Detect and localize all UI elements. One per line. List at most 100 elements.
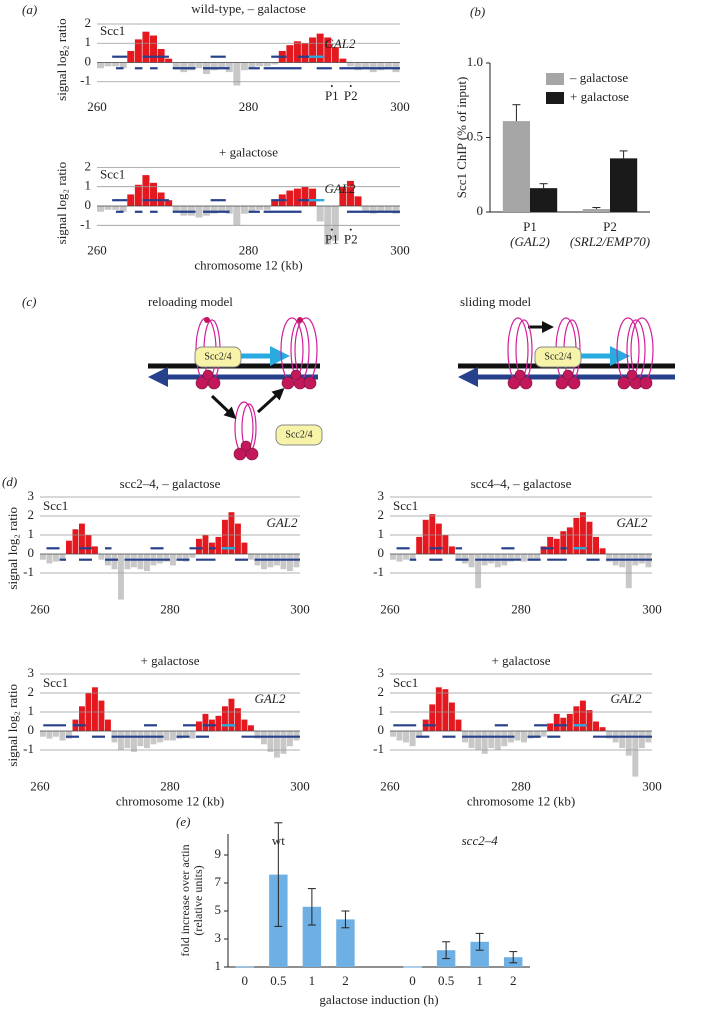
signal-bar [172,62,180,69]
signal-bar [619,731,626,749]
y-tick-label: -1 [80,216,91,231]
signal-bar [271,200,279,206]
model-title: reloading model [148,294,233,309]
y-tick-label: -1 [23,741,34,756]
y-tick-label: 1 [85,34,92,49]
signal-bar [384,205,392,212]
signal-bar [579,700,586,731]
y-axis-label: fold increase over actin [178,844,192,956]
signal-bar [632,731,639,777]
chart-title: wild-type, – galactose [191,1,306,16]
group-label: wt [272,833,285,848]
x-tick-label: 2 [510,973,517,988]
x-tick-label: 0.5 [438,973,454,988]
signal-bar [468,731,475,749]
signal-bar [228,698,235,731]
y-tick-label: 2 [28,507,35,522]
signal-bar [409,731,416,747]
signal-bar [189,554,196,558]
signal-bar [150,182,157,206]
signal-bar [593,721,599,731]
signal-bar [150,35,157,63]
signal-bar [225,205,233,214]
model-title: sliding model [460,294,532,309]
gene-label: GAL2 [616,515,648,530]
cohesin-hinge [297,317,303,323]
loader [194,346,242,368]
signal-bar [286,45,294,63]
marker-label: P2 [344,88,358,103]
x-tick-label: 0 [242,973,249,988]
loader [275,424,323,446]
y-tick-label: 1.0 [467,54,483,69]
y-tick-label: 3 [378,488,385,503]
bar [403,966,422,968]
signal-bar [392,205,400,214]
legend-label: – galactose [569,70,628,85]
chart-title: scc4–4, – galactose [471,476,572,491]
signal-bar [422,519,429,554]
signal-bar [293,188,301,206]
signal-bar [118,731,124,750]
y-tick-label: 3 [378,665,385,680]
x-tick-label: 2 [342,973,349,988]
panel-label: (a) [22,2,37,17]
x-tick-label: P2 [603,219,617,234]
signal-bar [104,62,112,67]
y-tick-label: 1 [28,703,35,718]
x-tick-label: 280 [160,601,180,616]
signal-bar [124,554,131,570]
signal-bar [475,554,482,589]
signal-bar [586,710,593,731]
signal-bar [280,554,287,570]
signal-bar [442,535,449,554]
gene-label: GAL2 [254,691,286,706]
gene-label: GAL2 [324,181,356,196]
y-tick-label: 0 [28,722,35,737]
marker-dot [330,228,333,231]
signal-bar [189,731,196,739]
y-tick-label: 2 [85,15,92,30]
marker-label: P2 [344,232,358,247]
signal-bar [233,62,241,86]
signal-bar [66,540,72,554]
signal-bar [183,731,189,737]
signal-bar [66,731,72,739]
signal-bar [316,205,324,222]
x-axis-label: galactose induction (h) [319,992,438,1007]
x-axis-label: chromosome 12 (kb) [194,258,302,273]
signal-bar [409,554,416,560]
x-tick-label: 300 [390,99,410,114]
signal-bar [261,554,267,570]
x-tick-label: 300 [290,601,310,616]
bar [502,121,530,212]
signal-bar [369,205,377,214]
signal-bar [514,731,521,741]
signal-bar [183,554,189,562]
signal-bar [573,517,580,554]
y-axis-label: signal log₂ ratio [54,18,69,101]
signal-bar [165,58,173,63]
signal-bar [248,62,256,69]
signal-bar [309,188,317,206]
arrow [210,394,237,420]
signal-bar [573,706,580,731]
x-tick-label: 300 [290,778,310,793]
x-tick-label: 1 [309,973,316,988]
chart-title: + galactose [219,145,278,160]
signal-bar [263,62,271,67]
x-tick-label: 300 [390,243,410,258]
y-tick-label: -1 [23,564,34,579]
series-label: Scc1 [100,23,125,38]
signal-bar [377,205,385,212]
signal-bar [112,205,120,210]
x-axis-label: chromosome 12 (kb) [116,793,224,808]
bar [530,188,558,212]
signal-bar [553,713,560,731]
signal-bar [354,196,362,206]
signal-bar [586,521,593,554]
signal-bar [448,702,455,731]
signal-bar [527,731,534,739]
signal-bar [416,536,423,554]
y-axis-label: (relative units) [191,865,205,935]
